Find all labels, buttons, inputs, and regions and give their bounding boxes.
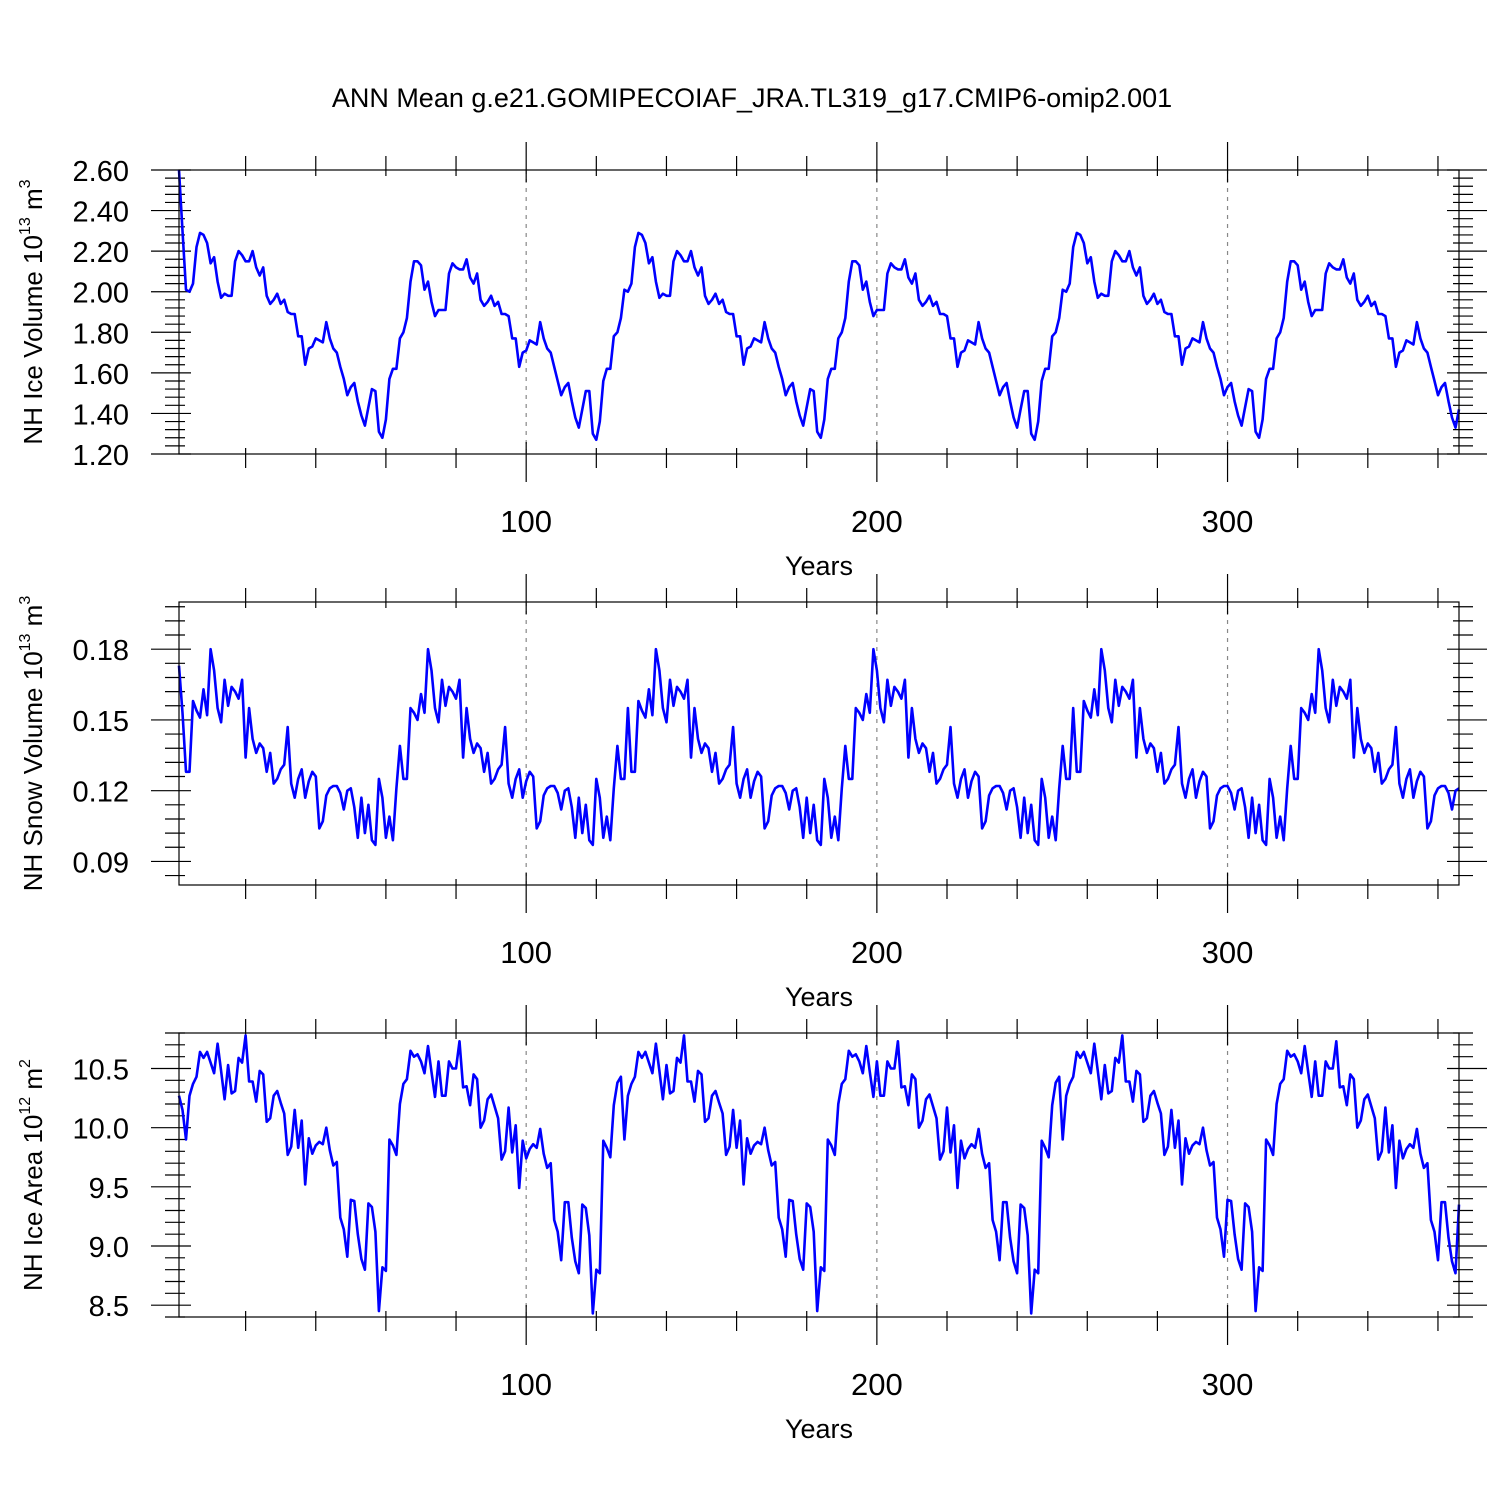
- y-tick-label: 0.15: [73, 706, 129, 738]
- x-tick-label: 200: [851, 1367, 903, 1402]
- x-tick-label: 200: [851, 504, 903, 539]
- series-line-ice-volume: [177, 169, 1461, 442]
- x-tick-label: 100: [500, 1367, 552, 1402]
- y-tick-label: 1.60: [73, 359, 129, 391]
- y-tick-label: 2.00: [73, 278, 129, 310]
- y-axis-label: NH Ice Area 1012 m2: [17, 1059, 48, 1291]
- y-axis-label-unit: m: [18, 1068, 48, 1097]
- y-axis-label-unit-exponent: 3: [17, 596, 34, 605]
- y-tick-label: 2.60: [73, 156, 129, 188]
- y-tick-label: 9.5: [89, 1173, 129, 1205]
- x-tick-label: 300: [1202, 1367, 1254, 1402]
- y-tick-label: 8.5: [89, 1291, 129, 1323]
- y-axis-label-exponent: 13: [17, 217, 34, 235]
- y-tick-label: 2.20: [73, 237, 129, 269]
- y-axis-label-exponent: 13: [17, 633, 34, 651]
- panel-ice-volume: 1.20 1.40 1.60 1.80 2.00 2.20 2.40 2.60 100 200 30…: [17, 142, 1487, 581]
- y-tick-label: 2.40: [73, 197, 129, 229]
- y-axis-label: NH Ice Volume 1013 m3: [17, 179, 48, 444]
- x-axis-label: Years: [785, 1414, 853, 1444]
- y-axis-label-text: NH Snow Volume 10: [18, 651, 48, 891]
- y-tick-label: 10.5: [73, 1055, 129, 1087]
- x-tick-label: 100: [500, 504, 552, 539]
- y-axis-label: NH Snow Volume 1013 m3: [17, 596, 48, 892]
- y-tick-label: 0.12: [73, 777, 129, 809]
- series-line-snow-volume: [177, 647, 1460, 847]
- chart-title: ANN Mean g.e21.GOMIPECOIAF_JRA.TL319_g17…: [332, 83, 1172, 113]
- plot-frame: [178, 169, 1460, 455]
- y-tick-label: 10.0: [73, 1114, 129, 1146]
- x-tick-label: 200: [851, 935, 903, 970]
- y-tick-label: 1.80: [73, 318, 129, 350]
- panel-ice-area: 8.5 9.0 9.5 10.0 10.5 100 200 300 Years NH Ice Ar…: [17, 1005, 1487, 1444]
- x-axis-label: Years: [785, 982, 853, 1012]
- y-tick-label: 0.09: [73, 847, 129, 879]
- y-axis-label-unit-exponent: 2: [17, 1059, 34, 1068]
- y-axis-label-unit: m: [18, 188, 48, 217]
- y-tick-label: 1.40: [73, 399, 129, 431]
- y-axis-label-unit-exponent: 3: [17, 179, 34, 188]
- x-tick-label: 300: [1202, 935, 1254, 970]
- x-axis-label: Years: [785, 551, 853, 581]
- x-tick-label: 100: [500, 935, 552, 970]
- y-axis-label-exponent: 12: [17, 1097, 34, 1115]
- y-tick-label: 9.0: [89, 1232, 129, 1264]
- plot-frame: [178, 1032, 1460, 1318]
- series-line-ice-area: [177, 1034, 1461, 1315]
- y-axis-label-text: NH Ice Area 10: [18, 1115, 48, 1291]
- y-axis-label-text: NH Ice Volume 10: [18, 235, 48, 445]
- panel-snow-volume: 0.09 0.12 0.15 0.18 100 200 300 Years NH Snow Vo…: [17, 574, 1487, 1012]
- y-tick-label: 1.20: [73, 440, 129, 472]
- y-axis-label-unit: m: [18, 605, 48, 634]
- plot-frame: [178, 601, 1460, 886]
- y-tick-label: 0.18: [73, 635, 129, 667]
- x-tick-label: 300: [1202, 504, 1254, 539]
